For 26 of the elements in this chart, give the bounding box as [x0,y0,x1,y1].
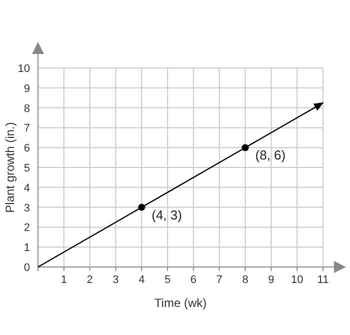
x-tick-label: 9 [268,274,274,286]
annotation: (4, 3) [152,207,182,222]
x-tick-label: 6 [190,274,197,286]
x-tick-label: 8 [242,274,248,286]
y-tick-label: 4 [24,182,30,194]
x-tick-label: 11 [317,274,329,286]
y-tick-label: 9 [24,82,30,95]
y-tick-label: 7 [24,122,30,135]
y-tick-label: 8 [24,102,30,115]
y-tick-label: 0 [24,262,30,274]
x-tick-label: 5 [164,274,171,286]
y-tick-label: 5 [24,162,30,174]
y-axis-title: Plant growth (in.) [3,122,17,213]
annotation: (8, 6) [255,148,286,163]
y-tick-label: 2 [24,222,30,234]
y-tick-label: 3 [24,202,30,214]
x-tick-label: 2 [86,274,93,286]
x-tick-label: 3 [112,274,119,286]
x-tick-label: 7 [216,274,222,286]
x-axis-title: Time (wk) [154,296,207,310]
x-tick-label: 10 [290,274,304,286]
y-tick-label: 6 [24,142,30,155]
y-tick-label: 10 [18,63,30,75]
y-tick-label: 1 [24,242,30,254]
x-tick-label: 1 [60,274,67,286]
x-tick-label: 4 [138,274,145,286]
